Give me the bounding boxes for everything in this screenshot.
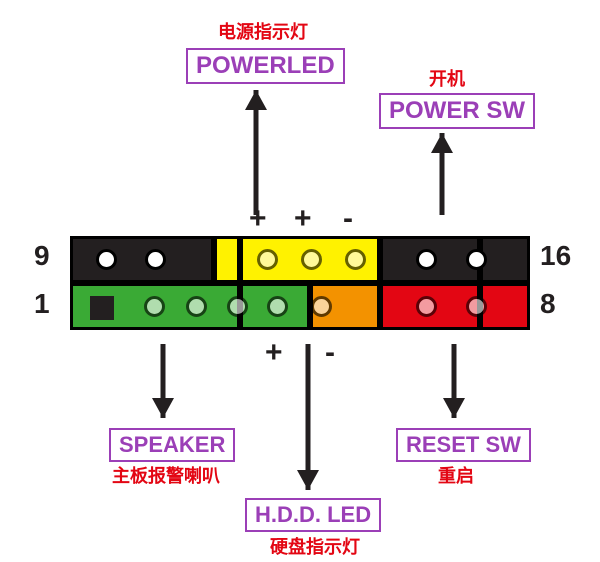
arrow-head-powersw [431,133,453,153]
num-9: 9 [34,240,50,272]
arrow-head-speaker [152,398,174,418]
powersw-label: POWER SW [379,93,535,129]
hddled-caption: 硬盘指示灯 [270,533,360,559]
speaker-label: SPEAKER [109,428,235,462]
speaker-caption: 主板报警喇叭 [112,462,220,488]
sign-2: - [343,202,353,236]
resetsw-caption: 重启 [438,462,474,488]
powerled-caption: 电源指示灯 [218,18,308,44]
sign-1: + [294,202,312,236]
arrow-head-hddled [297,470,319,490]
resetsw-label: RESET SW [396,428,531,462]
arrow-head-resetsw [443,398,465,418]
num-1: 1 [34,288,50,320]
powerled-label: POWERLED [186,48,345,84]
arrow-head-powerled [245,90,267,110]
sign-0: + [249,202,267,236]
num-8: 8 [540,288,556,320]
hddled-label: H.D.D. LED [245,498,381,532]
num-16: 16 [540,240,571,272]
sign-4: - [325,336,335,370]
powersw-caption: 开机 [429,65,465,91]
sign-3: + [265,336,283,370]
